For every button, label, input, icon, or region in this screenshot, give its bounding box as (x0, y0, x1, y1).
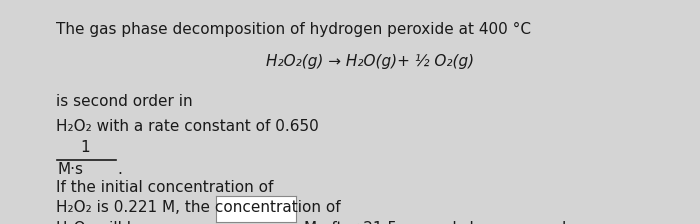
Text: The gas phase decomposition of hydrogen peroxide at 400 °C: The gas phase decomposition of hydrogen … (56, 22, 531, 37)
Text: .: . (117, 162, 122, 177)
Text: H₂O₂ will be: H₂O₂ will be (56, 221, 146, 224)
Text: M after 21.5 seconds have passed.: M after 21.5 seconds have passed. (304, 221, 572, 224)
Text: is second order in: is second order in (56, 94, 192, 109)
Text: H₂O₂ with a rate constant of 0.650: H₂O₂ with a rate constant of 0.650 (56, 119, 318, 134)
Text: H₂O₂(g) → H₂O(g)+ ½ O₂(g): H₂O₂(g) → H₂O(g)+ ½ O₂(g) (266, 54, 474, 69)
Text: If the initial concentration of: If the initial concentration of (56, 180, 274, 195)
Text: H₂O₂ is 0.221 M, the concentration of: H₂O₂ is 0.221 M, the concentration of (56, 200, 341, 215)
Text: M·s: M·s (57, 162, 83, 177)
Text: 1: 1 (80, 140, 90, 155)
